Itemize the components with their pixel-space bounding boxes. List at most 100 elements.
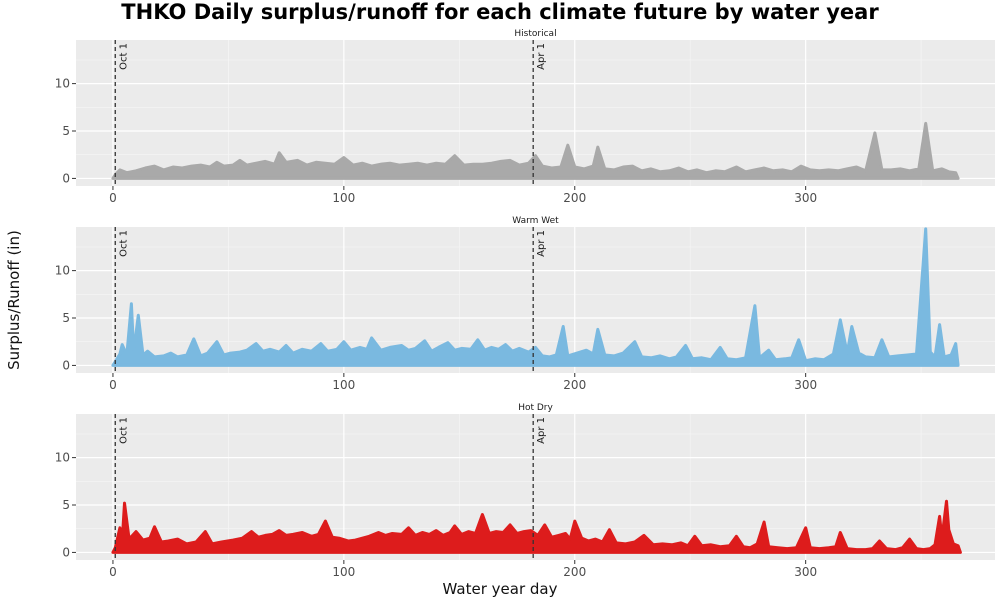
data-point [428, 534, 430, 536]
data-point [678, 167, 680, 169]
x-axis-label: Water year day [442, 580, 558, 598]
data-point [865, 549, 867, 551]
data-point [726, 358, 728, 360]
data-point [955, 172, 957, 174]
data-point [144, 167, 146, 169]
data-point [470, 348, 472, 350]
data-point [389, 347, 391, 349]
data-point [442, 535, 444, 537]
data-point [278, 351, 280, 353]
data-point [528, 162, 530, 164]
data-point [592, 353, 594, 355]
data-point [362, 537, 364, 539]
data-point [897, 355, 899, 357]
data-point [569, 538, 571, 540]
data-point [872, 548, 874, 550]
data-point [613, 355, 615, 357]
data-point [953, 543, 955, 545]
data-point [659, 355, 661, 357]
data-point [285, 535, 287, 537]
data-point [112, 552, 114, 554]
data-point [759, 357, 761, 359]
area-series-warm-wet [111, 227, 960, 367]
data-point [221, 541, 223, 543]
data-point [745, 171, 747, 173]
data-point [939, 324, 941, 326]
data-point [957, 545, 959, 547]
data-point [274, 163, 276, 165]
area-series-hot-dry [111, 499, 962, 554]
data-point [604, 168, 606, 170]
data-point [359, 347, 361, 349]
data-point [948, 529, 950, 531]
data-point [602, 541, 604, 543]
data-point [588, 540, 590, 542]
data-point [366, 348, 368, 350]
data-point [449, 532, 451, 534]
data-point [833, 353, 835, 355]
data-point [701, 357, 703, 359]
data-point [195, 541, 197, 543]
data-point [796, 547, 798, 549]
data-point [729, 545, 731, 547]
data-point [186, 354, 188, 356]
data-point [170, 352, 172, 354]
data-point [763, 521, 765, 523]
data-point [482, 514, 484, 516]
data-point [135, 531, 137, 533]
data-point [805, 527, 807, 529]
data-point [311, 350, 313, 352]
data-point [348, 540, 350, 542]
data-point [468, 531, 470, 533]
data-point [209, 166, 211, 168]
data-point [205, 531, 207, 533]
y-tick-label: 5 [62, 311, 70, 325]
data-point [509, 524, 511, 526]
data-point [685, 345, 687, 347]
data-point [509, 160, 511, 162]
data-point [262, 350, 264, 352]
data-point [856, 549, 858, 551]
reference-label-apr-1: Apr 1 [536, 43, 547, 70]
data-point [809, 547, 811, 549]
data-point [558, 535, 560, 537]
data-point [191, 165, 193, 167]
data-point [435, 530, 437, 532]
data-point [562, 326, 564, 328]
data-point [597, 329, 599, 331]
reference-label-oct-1: Oct 1 [118, 417, 129, 444]
data-point [385, 535, 387, 537]
data-point [401, 345, 403, 347]
data-point [232, 164, 234, 166]
data-point [311, 535, 313, 537]
data-point [371, 165, 373, 167]
data-point [743, 546, 745, 548]
data-point [181, 167, 183, 169]
data-point [343, 341, 345, 343]
data-point [652, 544, 654, 546]
data-point [719, 347, 721, 349]
data-point [482, 163, 484, 165]
data-point [641, 356, 643, 358]
data-point [265, 161, 267, 163]
x-tick-label: 300 [794, 378, 817, 392]
data-point [292, 534, 294, 536]
data-point [334, 163, 336, 165]
data-point [119, 353, 121, 355]
data-point [355, 539, 357, 541]
data-point [285, 161, 287, 163]
data-point [177, 538, 179, 540]
data-point [581, 537, 583, 539]
data-point [177, 356, 179, 358]
data-point [241, 537, 243, 539]
data-point [350, 349, 352, 351]
data-point [172, 166, 174, 168]
data-point [957, 178, 959, 180]
data-point [223, 165, 225, 167]
data-point [918, 168, 920, 170]
data-point [595, 538, 597, 540]
data-point [168, 540, 170, 542]
data-point [216, 161, 218, 163]
data-point [669, 358, 671, 360]
